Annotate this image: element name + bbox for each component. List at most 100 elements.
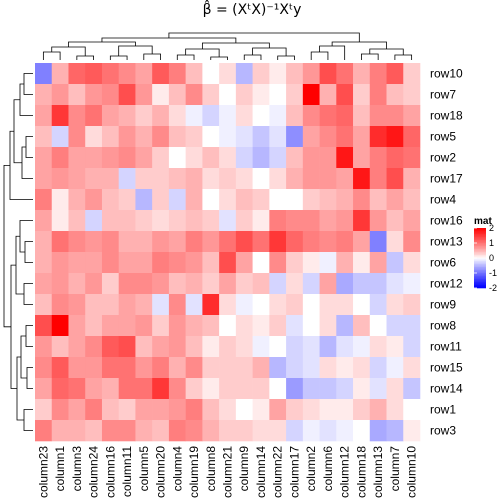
heatmap-cell — [118, 357, 136, 379]
heatmap-cell — [302, 294, 320, 316]
dendrogram-branch — [319, 45, 346, 60]
heatmap-cell — [403, 336, 421, 358]
heatmap-cell — [369, 105, 387, 127]
legend-gradient-step — [474, 256, 486, 259]
dendrogram-branch — [16, 356, 24, 421]
column-label: column11 — [120, 446, 134, 497]
heatmap-cell — [152, 210, 170, 232]
heatmap-cell — [269, 63, 287, 85]
heatmap-cell — [185, 126, 203, 148]
heatmap-cell — [269, 252, 287, 274]
dendrogram-branch — [25, 325, 33, 347]
heatmap-cell — [386, 336, 404, 358]
heatmap-cell — [35, 336, 53, 358]
heatmap-cell — [101, 63, 119, 85]
heatmap-cell — [135, 336, 153, 358]
legend-gradient-step — [474, 240, 486, 242]
heatmap-cell — [152, 84, 170, 106]
heatmap-cell — [202, 357, 220, 379]
heatmap-cell — [252, 294, 270, 316]
legend-gradient-step — [474, 258, 486, 260]
heatmap-cell — [235, 210, 253, 232]
column-label: column16 — [103, 446, 117, 498]
heatmap-cell — [235, 378, 253, 400]
heatmap-cell — [286, 189, 304, 211]
row-label: row8 — [430, 319, 456, 333]
heatmap-cell — [85, 294, 103, 316]
heatmap-cell — [101, 378, 119, 400]
heatmap-cell — [185, 336, 203, 358]
heatmap-cell — [35, 210, 53, 232]
dendrogram-branch — [19, 83, 33, 116]
column-dendrogram — [42, 32, 413, 60]
dendrogram-branch — [168, 32, 360, 42]
heatmap-cell — [386, 252, 404, 274]
heatmap-cell — [168, 399, 186, 421]
heatmap-cell — [185, 231, 203, 253]
column-label: column21 — [221, 446, 235, 498]
heatmap-cell — [336, 315, 354, 337]
heatmap-cell — [85, 420, 103, 442]
row-label: row18 — [430, 109, 463, 123]
legend-tick-label: 0 — [489, 253, 494, 263]
column-label: column10 — [405, 446, 419, 498]
heatmap-cell — [386, 105, 404, 127]
dendrogram-branch — [109, 55, 128, 60]
heatmap-cell — [369, 189, 387, 211]
legend-gradient-step — [474, 264, 486, 266]
heatmap-cell — [336, 357, 354, 379]
heatmap-cell — [135, 210, 153, 232]
heatmap-cell — [319, 252, 337, 274]
heatmap-cell — [353, 63, 371, 85]
heatmap-cell — [269, 126, 287, 148]
heatmap-cell — [369, 210, 387, 232]
heatmap-cell — [403, 168, 421, 190]
heatmap-cell — [202, 126, 220, 148]
column-label: column20 — [154, 446, 168, 498]
heatmap-cell — [85, 147, 103, 169]
heatmap-cell — [386, 189, 404, 211]
heatmap-cell — [101, 420, 119, 442]
heatmap-cell — [403, 357, 421, 379]
heatmap-cell — [152, 147, 170, 169]
heatmap-cell — [403, 189, 421, 211]
heatmap-cell — [185, 273, 203, 295]
heatmap-cell — [286, 399, 304, 421]
heatmap-cell — [319, 189, 337, 211]
heatmap-cell — [269, 336, 287, 358]
heatmap-cell — [369, 294, 387, 316]
heatmap-cell — [152, 126, 170, 148]
heatmap-cell — [85, 399, 103, 421]
heatmap-cell — [185, 147, 203, 169]
heatmap-cell — [35, 84, 53, 106]
heatmap-cell — [252, 63, 270, 85]
heatmap-cell — [68, 378, 86, 400]
heatmap-cell — [101, 105, 119, 127]
heatmap-cell — [185, 189, 203, 211]
heatmap-cell — [118, 210, 136, 232]
heatmap-cell — [118, 147, 136, 169]
heatmap-cell — [235, 105, 253, 127]
legend-gradient-step — [474, 238, 486, 241]
heatmap-cell — [369, 315, 387, 337]
heatmap-cell — [135, 84, 153, 106]
heatmap-cell — [302, 63, 320, 85]
heatmap-cell — [152, 399, 170, 421]
heatmap-cell — [235, 336, 253, 358]
heatmap-cell — [286, 378, 304, 400]
heatmap-cell — [152, 168, 170, 190]
heatmap-cell — [101, 168, 119, 190]
heatmap-cell — [353, 336, 371, 358]
heatmap-cell — [353, 189, 371, 211]
heatmap-cell — [386, 357, 404, 379]
heatmap-cell — [68, 147, 86, 169]
heatmap-cell — [235, 126, 253, 148]
heatmap-cell — [235, 420, 253, 442]
heatmap-cell — [269, 84, 287, 106]
heatmap-cell — [35, 147, 53, 169]
dendrogram-branch — [243, 54, 262, 60]
dendrogram-branch — [176, 54, 195, 60]
heatmap-cell — [319, 336, 337, 358]
heatmap-cell — [85, 252, 103, 274]
heatmap-cell — [35, 357, 53, 379]
